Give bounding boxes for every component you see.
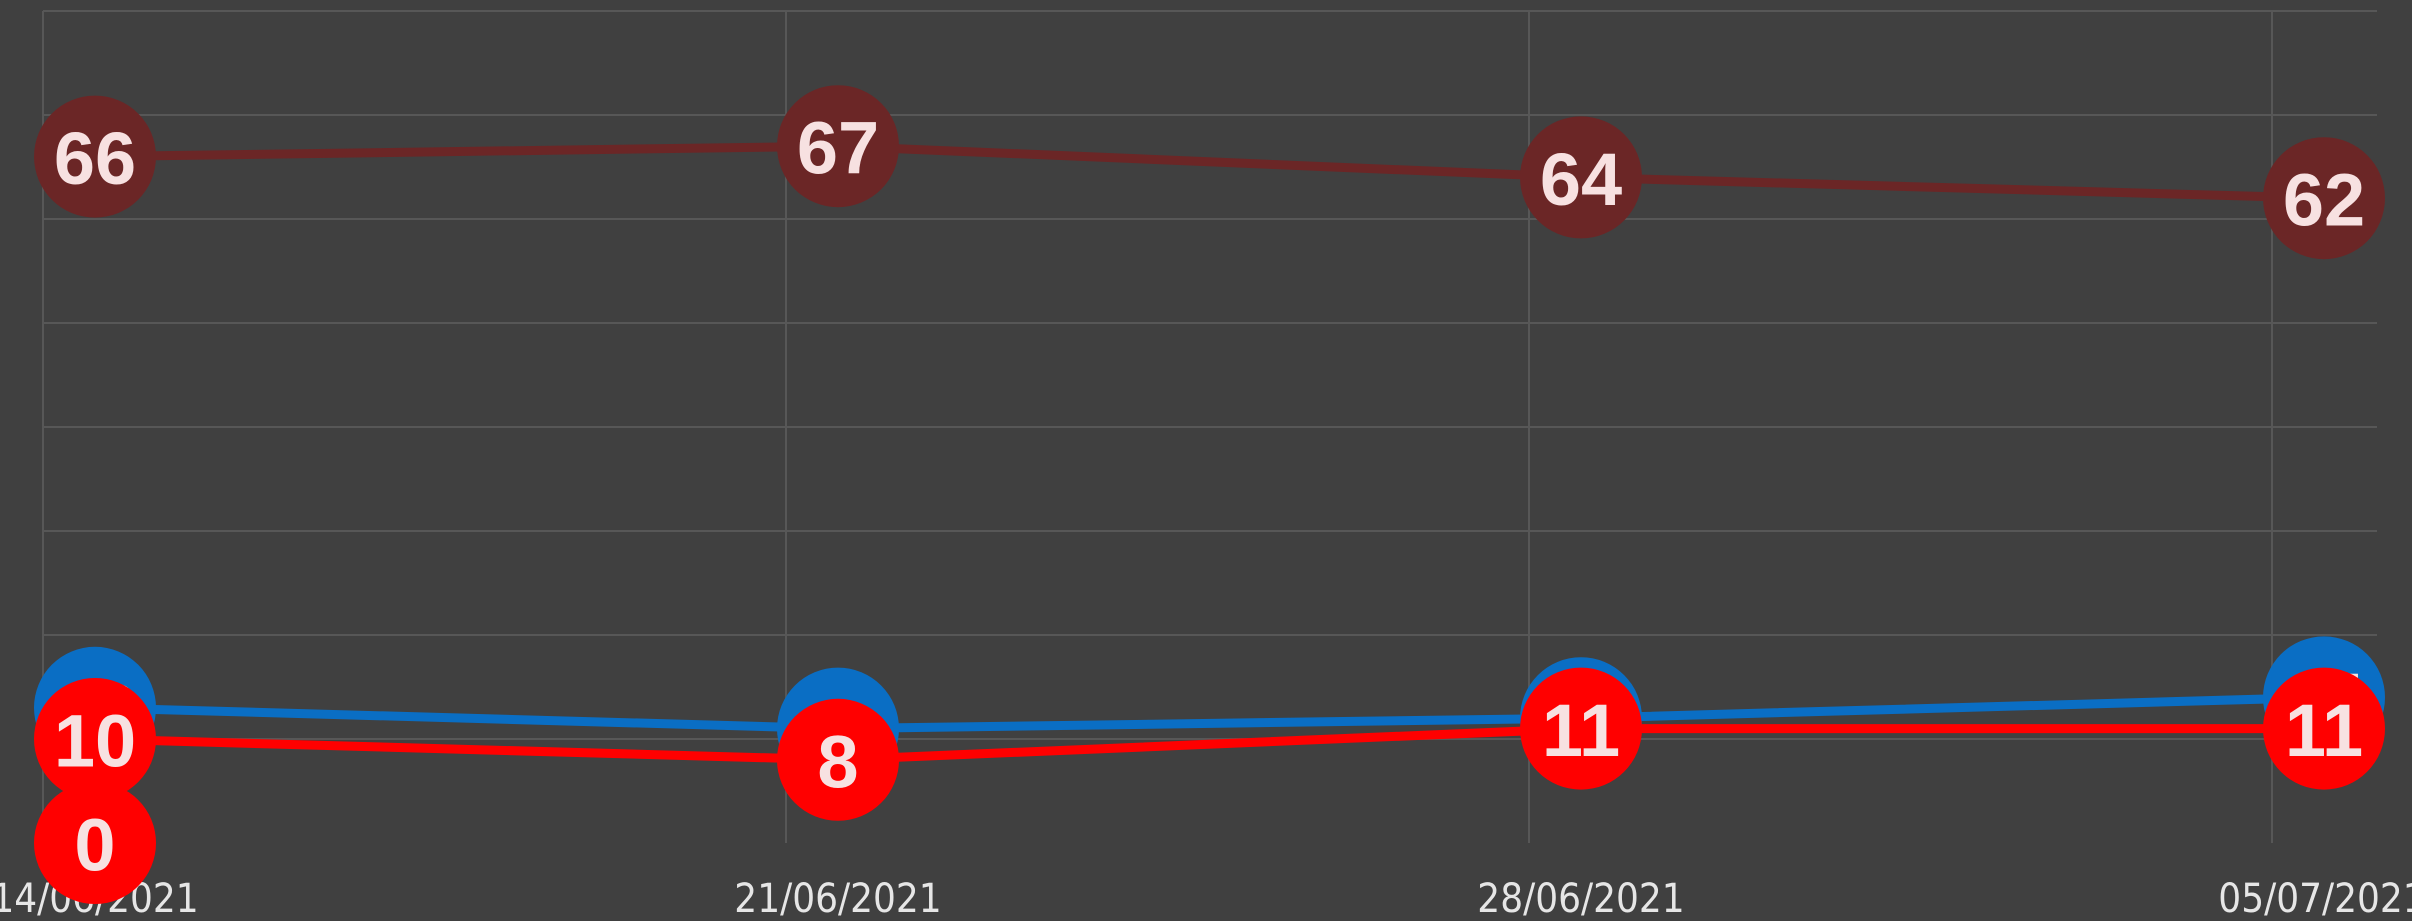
data-label: 8 [817, 720, 858, 803]
data-label: 11 [1542, 689, 1620, 772]
data-label: 67 [797, 107, 879, 190]
data-point [1520, 667, 1642, 790]
data-point [777, 85, 899, 208]
x-tick-label: 28/06/2021 [1477, 876, 1684, 921]
data-label: 11 [2285, 689, 2363, 772]
data-label: 10 [54, 700, 136, 783]
data-point [2263, 667, 2385, 790]
data-label: 0 [74, 804, 115, 887]
data-point [2263, 137, 2385, 260]
data-label: 64 [1540, 138, 1622, 221]
data-label: 66 [54, 117, 136, 200]
data-point [34, 95, 156, 218]
series-line [94, 692, 2325, 734]
series-line [94, 724, 2324, 765]
data-label: 62 [2283, 159, 2365, 242]
series-line [94, 141, 2325, 203]
x-tick-label: 21/06/2021 [734, 876, 941, 921]
x-tick-label: 05/07/2021 [2218, 876, 2412, 921]
data-point [34, 782, 156, 904]
data-point [34, 678, 156, 800]
data-point [1520, 116, 1642, 239]
data-point [777, 698, 899, 821]
